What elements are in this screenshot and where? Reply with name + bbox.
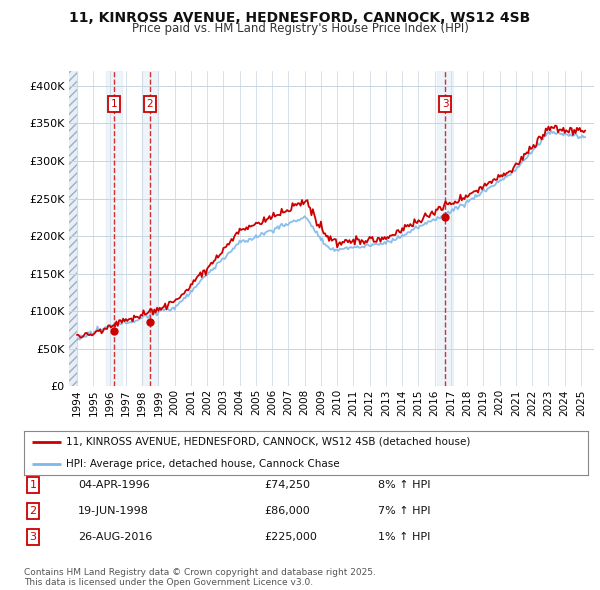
Text: 2: 2 — [29, 506, 37, 516]
Text: £86,000: £86,000 — [264, 506, 310, 516]
Text: 1% ↑ HPI: 1% ↑ HPI — [378, 532, 430, 542]
Text: 7% ↑ HPI: 7% ↑ HPI — [378, 506, 431, 516]
Text: 04-APR-1996: 04-APR-1996 — [78, 480, 150, 490]
Bar — [142, 71, 158, 386]
Text: 1: 1 — [29, 480, 37, 490]
Text: 3: 3 — [442, 99, 449, 109]
Bar — [69, 71, 77, 386]
Text: Contains HM Land Registry data © Crown copyright and database right 2025.
This d: Contains HM Land Registry data © Crown c… — [24, 568, 376, 587]
Text: 11, KINROSS AVENUE, HEDNESFORD, CANNOCK, WS12 4SB (detached house): 11, KINROSS AVENUE, HEDNESFORD, CANNOCK,… — [66, 437, 470, 447]
Bar — [106, 71, 122, 386]
Text: 1: 1 — [110, 99, 117, 109]
Text: 19-JUN-1998: 19-JUN-1998 — [78, 506, 149, 516]
Text: 11, KINROSS AVENUE, HEDNESFORD, CANNOCK, WS12 4SB: 11, KINROSS AVENUE, HEDNESFORD, CANNOCK,… — [70, 11, 530, 25]
Bar — [69, 71, 77, 386]
Text: Price paid vs. HM Land Registry's House Price Index (HPI): Price paid vs. HM Land Registry's House … — [131, 22, 469, 35]
Text: £74,250: £74,250 — [264, 480, 310, 490]
Text: 3: 3 — [29, 532, 37, 542]
Text: £225,000: £225,000 — [264, 532, 317, 542]
Text: 2: 2 — [146, 99, 153, 109]
Text: HPI: Average price, detached house, Cannock Chase: HPI: Average price, detached house, Cann… — [66, 459, 340, 469]
Bar — [437, 71, 454, 386]
Text: 8% ↑ HPI: 8% ↑ HPI — [378, 480, 431, 490]
Text: 26-AUG-2016: 26-AUG-2016 — [78, 532, 152, 542]
